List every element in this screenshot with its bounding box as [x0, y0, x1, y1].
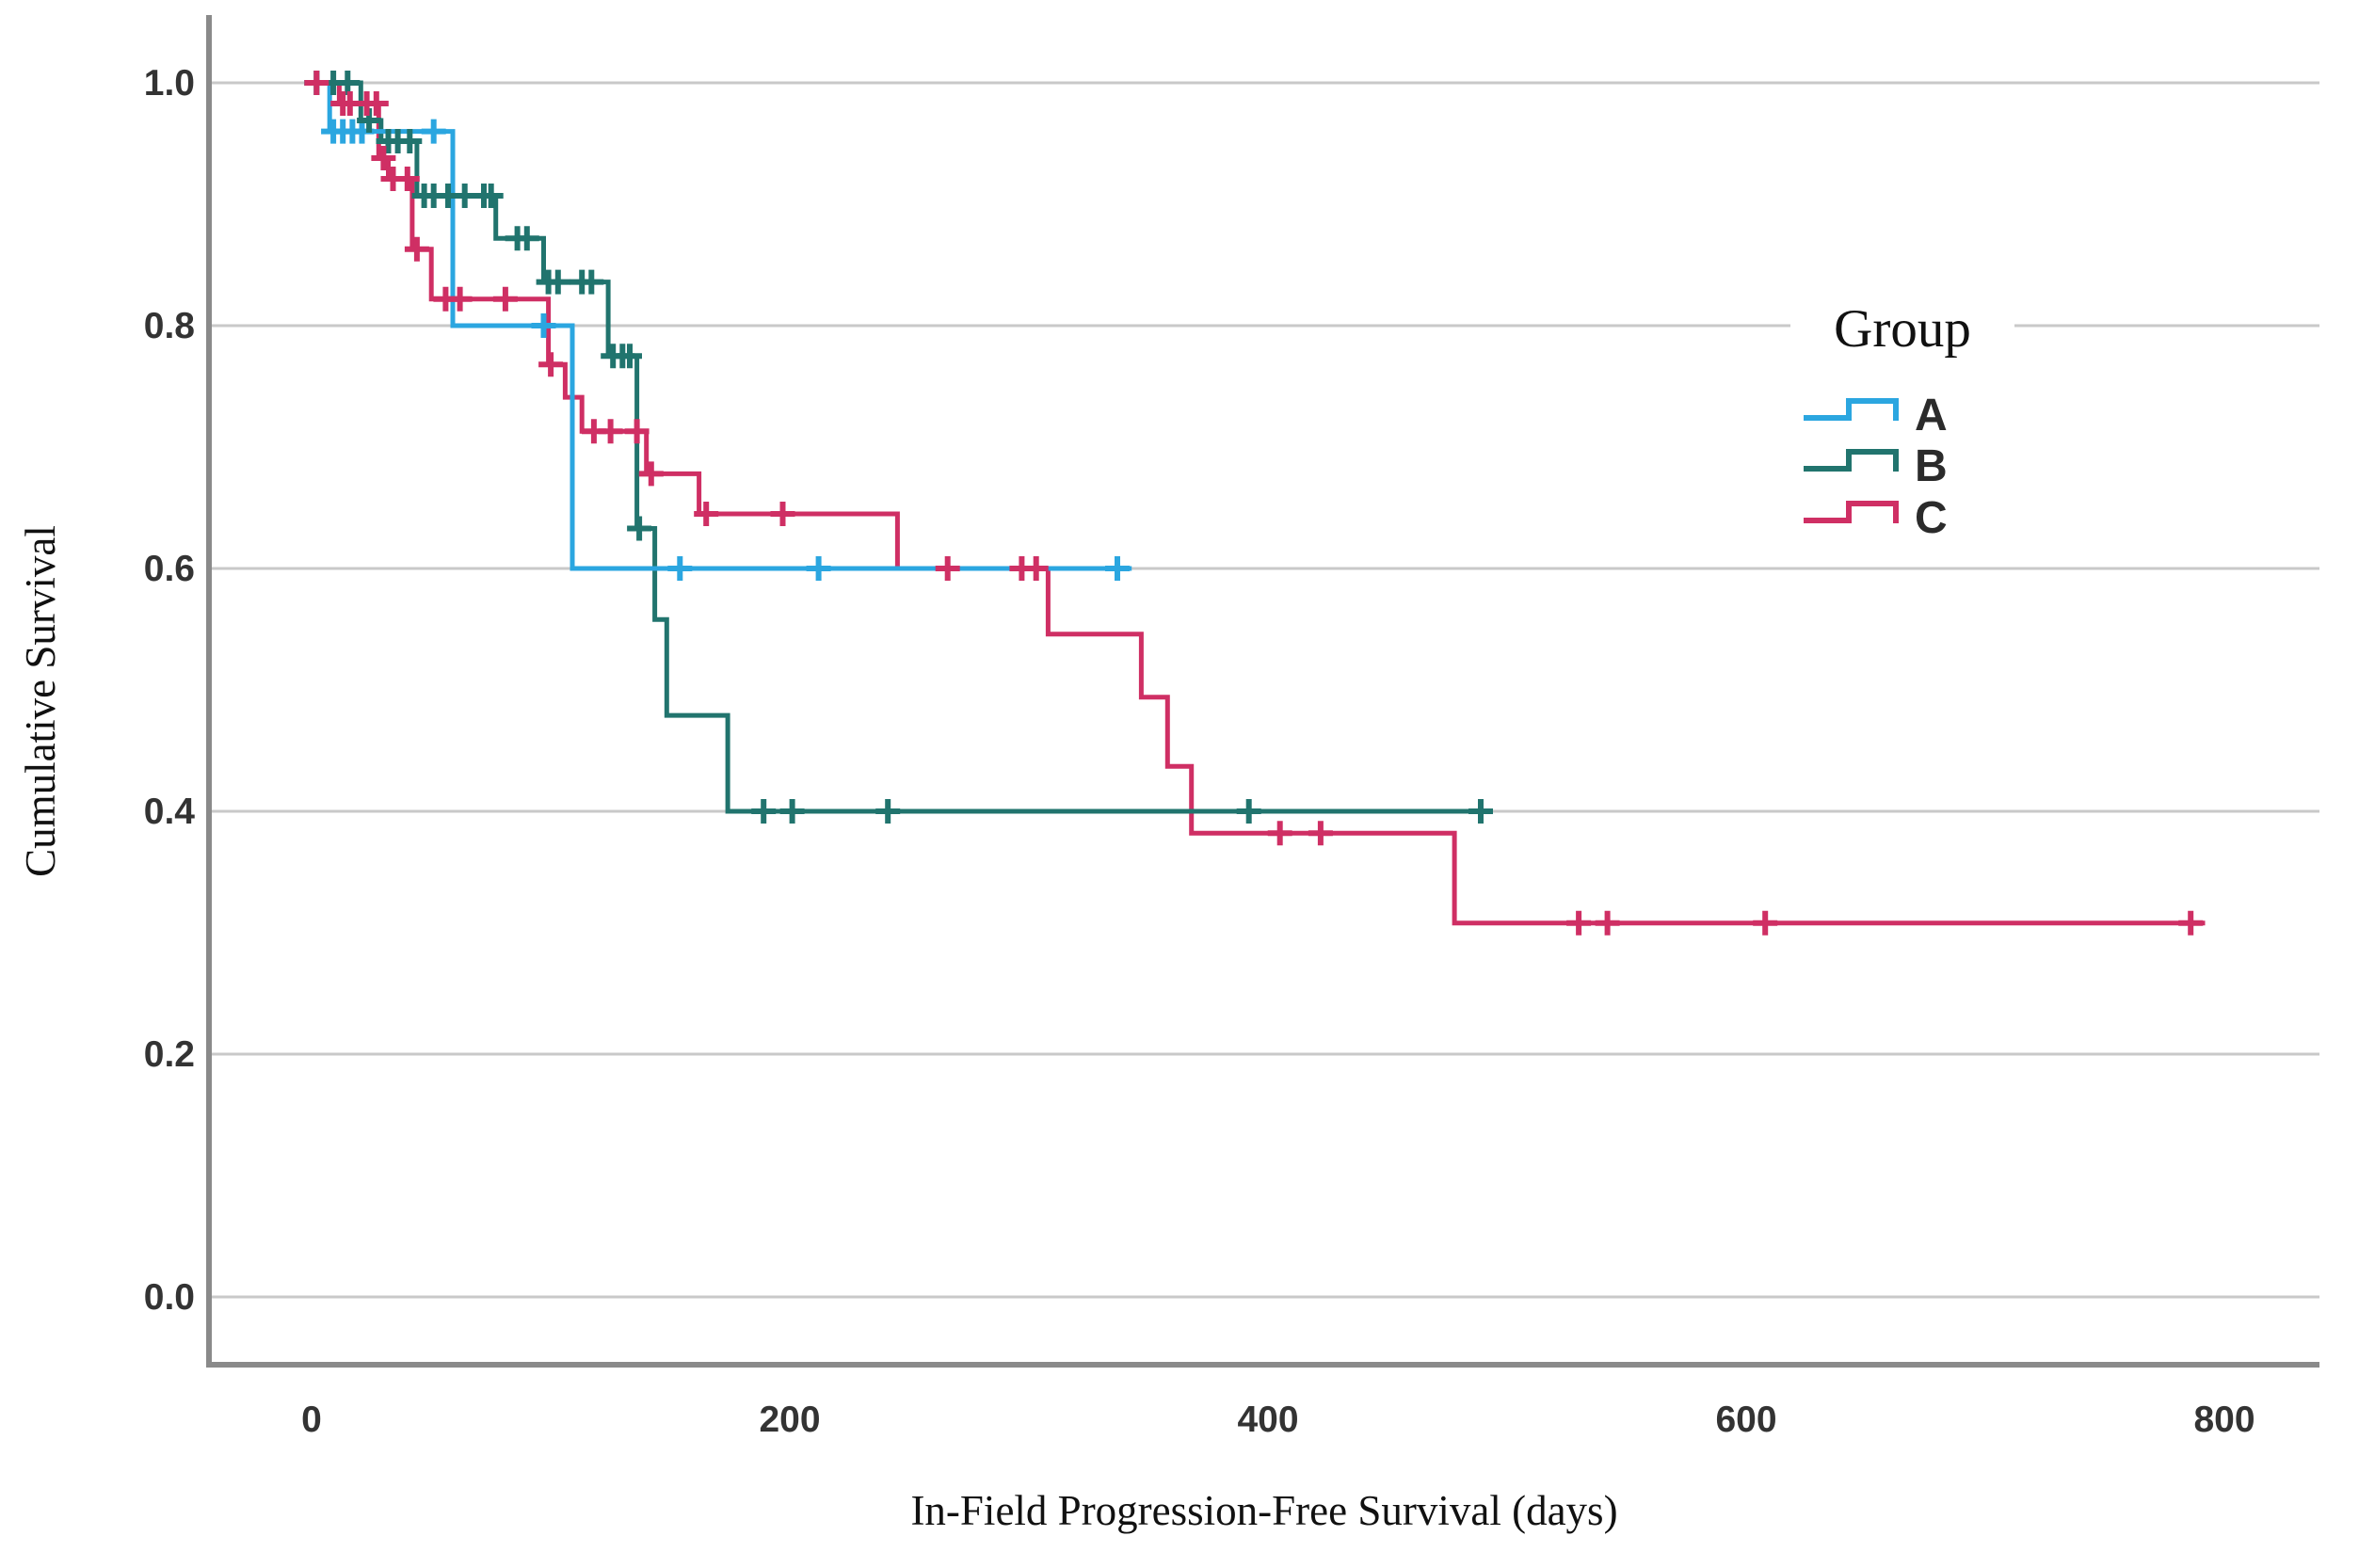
censor-mark-c: [447, 286, 473, 312]
legend-swatch-c-icon: [1804, 501, 1899, 523]
censor-mark-c: [1753, 910, 1778, 936]
censor-mark-c: [1595, 910, 1620, 936]
censor-mark-a: [667, 556, 693, 581]
censor-mark-a: [531, 313, 556, 338]
x-tick-label-200: 200: [759, 1400, 820, 1440]
censor-mark-c: [2178, 910, 2204, 936]
censor-mark-c: [694, 502, 719, 526]
censor-mark-b: [335, 71, 361, 95]
censor-mark-a: [806, 556, 831, 581]
censor-mark-c: [304, 71, 329, 95]
censor-mark-b: [627, 516, 652, 541]
censor-mark-c: [371, 146, 396, 170]
x-tick-label-0: 0: [301, 1400, 322, 1440]
censor-mark-b: [779, 799, 805, 824]
legend-item-b: B: [1804, 441, 1948, 491]
x-tick-label-800: 800: [2193, 1400, 2255, 1440]
censor-mark-c: [394, 167, 420, 191]
censor-mark-c: [935, 556, 960, 581]
y-tick-label-0.6: 0.6: [144, 549, 195, 589]
censor-marks: [304, 71, 2204, 936]
censor-mark-c: [363, 91, 389, 116]
legend-swatch-a-icon: [1804, 398, 1899, 421]
censor-mark-c: [1023, 556, 1049, 581]
censor-mark-c: [1566, 910, 1592, 936]
censor-mark-b: [478, 184, 504, 208]
legend-swatch-b-icon: [1804, 449, 1899, 472]
legend-label-b: B: [1915, 441, 1948, 491]
legend-item-a: A: [1804, 391, 1948, 440]
legend: Group A B C: [1790, 284, 2014, 543]
y-tick-label-0.4: 0.4: [144, 792, 196, 832]
legend-item-c: C: [1804, 493, 1948, 543]
censor-mark-b: [514, 226, 539, 251]
censor-mark-c: [598, 419, 623, 444]
censor-mark-b: [751, 799, 777, 824]
y-tick-label-0.0: 0.0: [144, 1277, 195, 1318]
censor-mark-a: [1105, 556, 1130, 581]
km-curve-a: [312, 80, 1132, 571]
legend-title: Group: [1834, 299, 1971, 359]
censor-mark-b: [545, 269, 570, 295]
censor-mark-c: [1308, 821, 1333, 846]
censor-mark-b: [618, 344, 642, 369]
censor-mark-c: [1267, 821, 1292, 846]
censor-mark-c: [770, 502, 795, 526]
y-tick-label-0.8: 0.8: [144, 306, 195, 346]
x-tick-label-400: 400: [1237, 1400, 1298, 1440]
censor-mark-b: [875, 799, 901, 824]
y-tick-label-1.0: 1.0: [144, 63, 195, 104]
x-axis-title: In-Field Progression-Free Survival (days…: [910, 1487, 1617, 1534]
censor-mark-a: [421, 119, 446, 144]
legend-title-background: [1790, 284, 2014, 360]
censor-mark-b: [579, 269, 604, 295]
y-axis-title: Cumulative Survival: [17, 525, 64, 877]
censor-mark-c: [538, 352, 564, 377]
legend-label-a: A: [1915, 391, 1948, 440]
y-tick-label-0.2: 0.2: [144, 1034, 195, 1075]
censor-mark-b: [1236, 799, 1261, 824]
censor-mark-c: [404, 236, 429, 262]
censor-mark-b: [1468, 799, 1493, 824]
censor-mark-c: [624, 419, 650, 444]
censor-mark-b: [397, 129, 423, 153]
gridlines: [209, 81, 2319, 1299]
censor-mark-c: [638, 461, 664, 487]
censor-mark-c: [492, 286, 518, 312]
x-tick-label-600: 600: [1715, 1400, 1776, 1440]
legend-label-c: C: [1915, 493, 1948, 543]
